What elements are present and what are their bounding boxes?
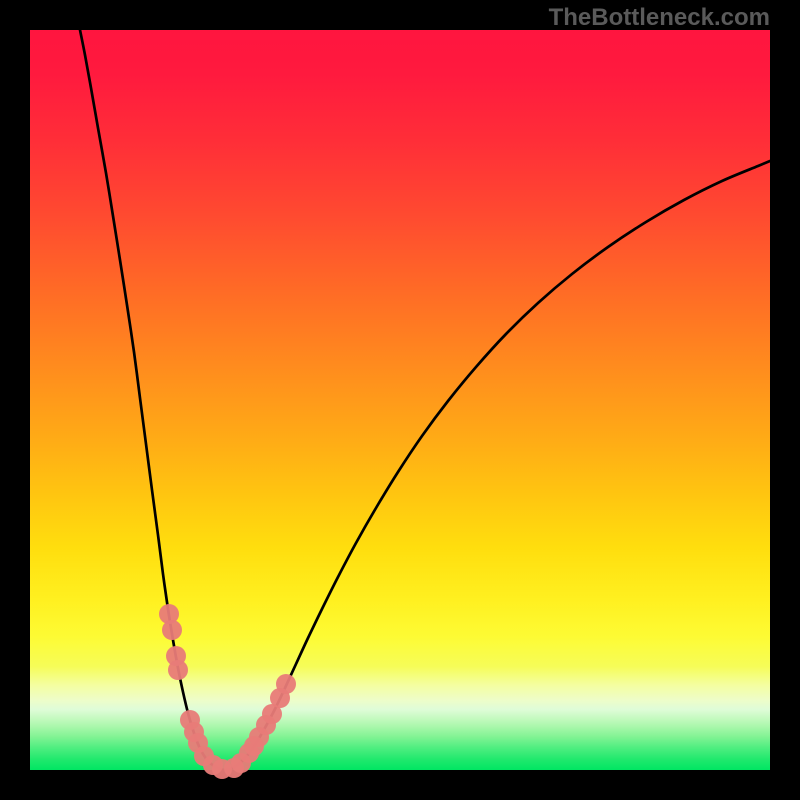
marker-left-1 (162, 620, 182, 640)
marker-right-8 (276, 674, 296, 694)
left-curve (80, 30, 225, 770)
marker-left-3 (168, 660, 188, 680)
curves-layer (0, 0, 800, 800)
right-curve (225, 161, 770, 770)
watermark-text: TheBottleneck.com (549, 4, 770, 32)
chart-stage: TheBottleneck.com (0, 0, 800, 800)
